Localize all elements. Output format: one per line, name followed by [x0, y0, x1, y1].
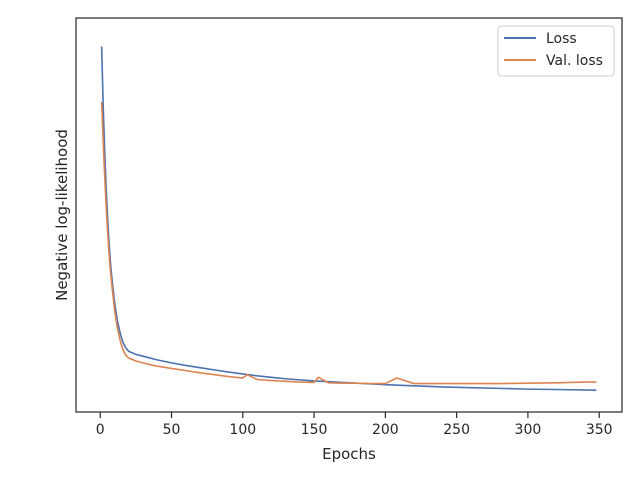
- x-axis-ticks: 0 50 100 150 200 250 300 350: [96, 412, 613, 438]
- x-tick-label: 300: [515, 422, 542, 438]
- x-tick-label: 50: [163, 422, 181, 438]
- x-tick-label: 100: [229, 422, 256, 438]
- series-line-1: [100, 101, 597, 385]
- x-tick-label: 150: [301, 422, 328, 438]
- x-axis-label: Epochs: [322, 445, 376, 463]
- x-tick-label: 350: [586, 422, 613, 438]
- plot-area: [76, 18, 622, 412]
- series-lines: [100, 46, 597, 392]
- legend-label-loss: Loss: [546, 31, 577, 47]
- legend-label-val-loss: Val. loss: [546, 53, 603, 69]
- legend: Loss Val. loss: [497, 25, 615, 77]
- x-tick-label: 0: [96, 422, 105, 438]
- y-axis-label: Negative log-likelihood: [53, 129, 71, 301]
- x-tick-label: 250: [443, 422, 470, 438]
- x-tick-label: 200: [372, 422, 399, 438]
- plot-frame: [75, 17, 623, 413]
